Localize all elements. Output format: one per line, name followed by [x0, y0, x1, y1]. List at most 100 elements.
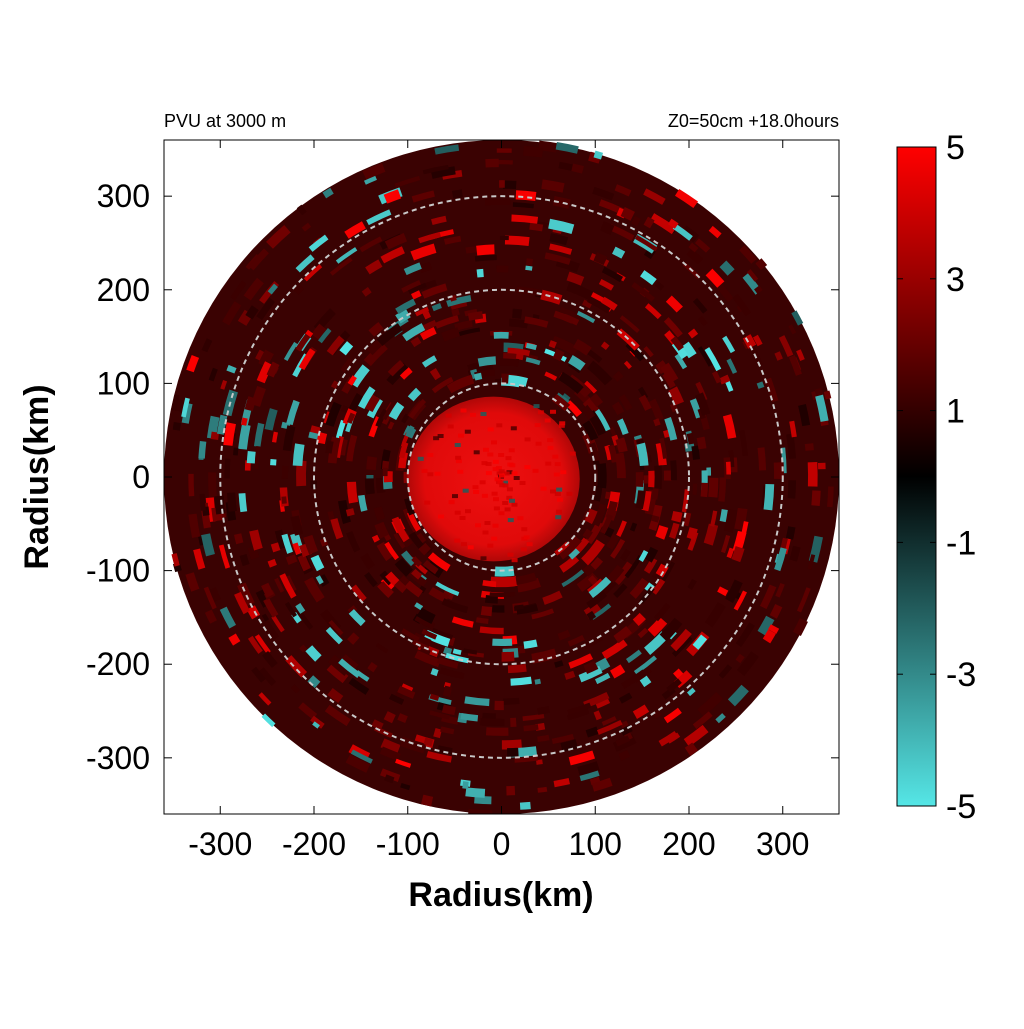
field-segment — [342, 501, 347, 523]
field-segment — [585, 567, 592, 574]
field-segment — [686, 513, 689, 526]
field-segment — [301, 646, 305, 650]
core-cell — [509, 448, 515, 452]
field-segment — [379, 524, 385, 537]
field-segment — [274, 543, 276, 551]
field-segment — [295, 516, 299, 534]
field-segment — [615, 404, 621, 414]
field-segment — [455, 323, 472, 327]
x-tick-label: 200 — [662, 826, 715, 862]
field-segment — [530, 226, 543, 228]
field-segment — [315, 557, 321, 570]
field-segment — [313, 433, 314, 439]
field-segment — [830, 487, 831, 508]
field-segment — [329, 441, 331, 453]
field-segment — [597, 486, 600, 501]
field-segment — [256, 388, 262, 406]
field-segment — [385, 777, 393, 780]
field-segment — [265, 584, 271, 596]
field-segment — [809, 444, 810, 451]
field-segment — [202, 494, 203, 511]
field-segment — [425, 741, 433, 743]
field-segment — [466, 249, 478, 251]
colorbar-tick-label: -3 — [946, 656, 976, 694]
field-segment — [465, 700, 489, 703]
field-segment — [228, 423, 232, 445]
field-segment — [174, 395, 178, 411]
field-segment — [641, 444, 645, 466]
field-segment — [695, 446, 697, 460]
field-segment — [639, 491, 642, 509]
field-segment — [642, 678, 649, 683]
field-segment — [539, 145, 557, 148]
field-segment — [675, 671, 681, 676]
field-segment — [777, 352, 780, 359]
plot-area — [164, 140, 839, 814]
field-segment — [284, 497, 285, 504]
y-tick-label: 0 — [132, 459, 150, 495]
field-segment — [690, 245, 696, 250]
colorbar-tick-label: 5 — [946, 129, 965, 167]
field-segment — [760, 382, 762, 388]
field-segment — [251, 451, 252, 463]
field-segment — [549, 224, 573, 230]
field-segment — [562, 744, 577, 748]
field-segment — [691, 528, 694, 539]
field-segment — [444, 691, 451, 693]
field-segment — [721, 589, 724, 594]
field-segment — [475, 257, 497, 259]
x-tick-label: -200 — [282, 826, 346, 862]
core-cell — [506, 456, 512, 460]
field-segment — [422, 799, 432, 801]
core-cell — [461, 409, 467, 413]
field-segment — [767, 632, 773, 641]
field-segment — [242, 493, 244, 511]
field-segment — [419, 612, 433, 620]
chart-title-right: Z0=50cm +18.0hours — [668, 111, 839, 131]
field-segment — [620, 753, 629, 757]
field-segment — [791, 480, 792, 498]
core-cell — [517, 516, 523, 520]
field-segment — [232, 636, 237, 644]
core-cell — [486, 462, 492, 466]
field-segment — [736, 548, 740, 561]
field-segment — [633, 220, 639, 223]
core-cell — [433, 436, 439, 440]
field-segment — [513, 313, 522, 314]
core-cell — [512, 503, 518, 507]
field-segment — [424, 314, 430, 317]
field-segment — [524, 643, 537, 645]
core-cell — [496, 423, 502, 427]
field-segment — [274, 432, 276, 442]
field-segment — [349, 414, 353, 423]
field-segment — [827, 391, 829, 399]
core-cell — [552, 455, 558, 459]
field-segment — [371, 457, 372, 470]
y-tick-label: 100 — [97, 365, 150, 401]
field-segment — [190, 356, 195, 371]
field-segment — [350, 636, 356, 642]
core-cell — [449, 500, 455, 504]
core-cell — [548, 446, 554, 450]
x-axis-label: Radius(km) — [408, 876, 593, 914]
x-tick-label: 100 — [569, 826, 622, 862]
core-cell — [555, 515, 561, 519]
core-cell — [458, 434, 464, 438]
core-cell — [550, 410, 556, 414]
field-segment — [672, 524, 677, 538]
core-cell — [488, 427, 494, 431]
core-cell — [455, 443, 461, 447]
chart-title-left: PVU at 3000 m — [164, 111, 286, 131]
field-segment — [249, 308, 255, 318]
core-cell — [491, 440, 497, 444]
core-cell — [480, 480, 486, 484]
field-segment — [524, 151, 543, 153]
x-tick-label: -300 — [188, 826, 252, 862]
core-cell — [520, 481, 526, 485]
field-segment — [595, 154, 603, 156]
field-segment — [452, 312, 459, 314]
field-segment — [508, 668, 526, 670]
core-cell — [495, 477, 501, 481]
field-segment — [591, 579, 596, 583]
